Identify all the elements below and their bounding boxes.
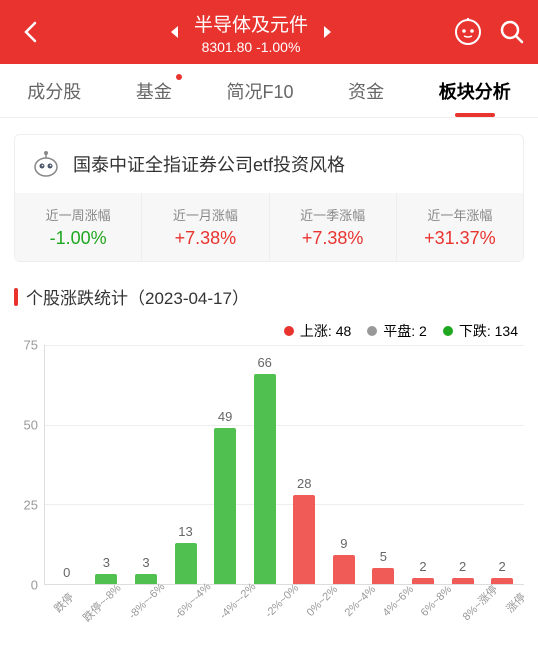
x-label: 2%~4% [342,583,380,621]
bar-column[interactable]: 5 [364,345,404,584]
search-icon[interactable] [498,18,526,46]
bar [412,578,434,584]
tab-板块分析[interactable]: 板块分析 [435,64,515,117]
bar-value: 9 [340,536,347,551]
stock-price-line: 8301.80 -1.00% [194,39,308,55]
bar [254,374,276,584]
card-title: 国泰中证全指证券公司etf投资风格 [73,151,345,177]
bar-column[interactable]: 2 [482,345,522,584]
tab-简况F10[interactable]: 简况F10 [222,64,297,117]
tab-基金[interactable]: 基金 [132,64,176,117]
bar [491,578,513,584]
bar-column[interactable]: 9 [324,345,364,584]
chart-legend: 上涨: 48 平盘: 2 下跌: 134 [0,313,538,345]
bar-column[interactable]: 2 [443,345,483,584]
bar-value: 28 [297,476,311,491]
stat-label: 近一周涨幅 [15,205,141,224]
x-label: 跌停 [48,587,79,618]
y-tick: 0 [31,578,38,593]
bar-value: 49 [218,409,232,424]
robot-icon[interactable] [454,18,482,46]
x-label: -4%~-2% [218,581,262,625]
bar [452,578,474,584]
stat-cell[interactable]: 近一年涨幅 +31.37% [397,193,523,261]
info-card: 国泰中证全指证券公司etf投资风格 近一周涨幅-1.00%近一月涨幅+7.38%… [14,134,524,262]
stat-value: -1.00% [15,228,141,249]
tab-成分股[interactable]: 成分股 [23,64,85,117]
bar [333,555,355,584]
legend-item: 下跌: 134 [443,321,518,341]
bar [372,568,394,584]
bar [214,428,236,584]
header: 半导体及元件 8301.80 -1.00% [0,0,538,64]
stat-cell[interactable]: 近一月涨幅 +7.38% [142,193,269,261]
x-label: 跌停~-8% [79,580,124,625]
bar-value: 2 [499,559,506,574]
x-label: 4%~6% [381,583,419,621]
tab-资金[interactable]: 资金 [344,64,388,117]
stats-row: 近一周涨幅-1.00%近一月涨幅+7.38%近一季涨幅+7.38%近一年涨幅+3… [15,193,523,261]
stat-cell[interactable]: 近一季涨幅 +7.38% [270,193,397,261]
bar-column[interactable]: 3 [126,345,166,584]
y-tick: 25 [24,497,38,512]
x-label: -8%~-6% [127,581,171,625]
y-tick: 50 [24,417,38,432]
x-label: 涨停 [500,587,531,618]
legend-item: 平盘: 2 [367,321,427,341]
stat-value: +31.37% [397,228,523,249]
stat-label: 近一月涨幅 [142,205,268,224]
section-title: 个股涨跌统计（2023-04-17） [14,284,524,309]
stock-title: 半导体及元件 [194,10,308,37]
stat-value: +7.38% [270,228,396,249]
bar-value: 0 [63,565,70,580]
stat-value: +7.38% [142,228,268,249]
stat-label: 近一年涨幅 [397,205,523,224]
prev-stock-button[interactable] [164,22,184,42]
x-label: 8%~涨停 [458,581,501,624]
bar-value: 2 [419,559,426,574]
stat-cell[interactable]: 近一周涨幅 -1.00% [15,193,142,261]
title-area: 半导体及元件 8301.80 -1.00% [48,10,454,55]
bar [175,543,197,584]
bar-value: 5 [380,549,387,564]
bar-column[interactable]: 49 [205,345,245,584]
bar [135,574,157,584]
bar-column[interactable]: 28 [284,345,324,584]
legend-item: 上涨: 48 [284,321,351,341]
assistant-icon [31,149,61,179]
y-tick: 75 [24,338,38,353]
x-label: 0%~2% [304,583,342,621]
bar-column[interactable]: 3 [87,345,127,584]
x-label: 6%~8% [419,583,457,621]
bar-column[interactable]: 66 [245,345,285,584]
bar-value: 66 [257,355,271,370]
bar-value: 2 [459,559,466,574]
bar [293,495,315,584]
bar-column[interactable]: 0 [47,345,87,584]
bar-column[interactable]: 2 [403,345,443,584]
stat-label: 近一季涨幅 [270,205,396,224]
bar-value: 13 [178,524,192,539]
tabs: 成分股基金简况F10 资金板块分析 [0,64,538,118]
card-header[interactable]: 国泰中证全指证券公司etf投资风格 [15,135,523,193]
x-label: -2%~0% [263,582,304,623]
bar-column[interactable]: 13 [166,345,206,584]
bar-value: 3 [103,555,110,570]
x-label: -6%~-4% [172,581,216,625]
bar-value: 3 [142,555,149,570]
next-stock-button[interactable] [318,22,338,42]
chart: 0255075 0331349662895222 跌停跌停~-8%-8%~-6%… [0,345,538,623]
back-button[interactable] [12,21,48,43]
